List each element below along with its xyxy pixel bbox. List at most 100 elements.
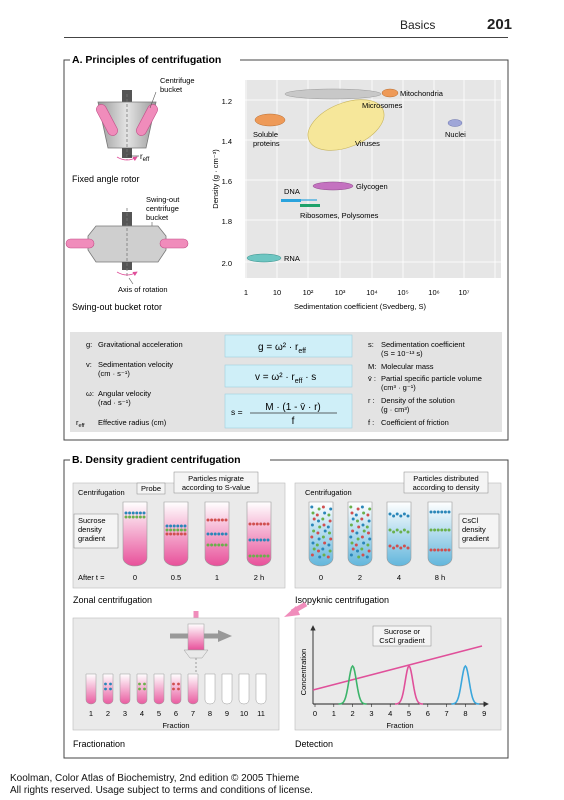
- iso-particle-1-8: [351, 517, 355, 521]
- dna-region: [281, 199, 301, 202]
- cscl-label-2: density: [462, 525, 486, 534]
- fixed-angle-rotor: Centrifuge bucket reff Fixed angle rotor: [72, 76, 195, 184]
- sucrose-callout: [73, 513, 119, 549]
- fraction-particle-2-3: [109, 687, 112, 691]
- rotor1-shaft-bottom: [122, 148, 132, 158]
- iso-particle-0-22: [321, 535, 325, 539]
- zonal-particle-2-0-3: [217, 518, 221, 522]
- fraction-tick-11: 11: [257, 709, 265, 718]
- iso-particle-0-28: [312, 547, 316, 551]
- iso-particle-3-0-3: [440, 510, 444, 514]
- iso-particle-3-2-1: [433, 548, 437, 552]
- zonal-after-label: After t =: [78, 573, 105, 582]
- iso-particle-1-17: [355, 531, 359, 535]
- iso-particle-2-2-2: [395, 544, 399, 548]
- iso-particle-0-34: [322, 553, 326, 557]
- zonal-particle-3-0-4: [262, 522, 266, 526]
- fraction-tube-1: [85, 673, 97, 705]
- zonal-particle-1-0-4: [179, 524, 183, 528]
- rotor1-bucket-left: [96, 104, 118, 136]
- fraction-tube-8: [204, 673, 216, 705]
- zonal-panel: Centrifugation Probe Particles migrate a…: [72, 471, 286, 605]
- zonal-particle-0-1-1: [128, 515, 132, 519]
- iso-particle-3-0-1: [433, 510, 437, 514]
- iso-particle-0-20: [310, 535, 314, 539]
- iso-particle-0-18: [323, 529, 327, 533]
- rotor2-axis-label: Axis of rotation: [118, 285, 168, 294]
- iso-particle-1-33: [357, 555, 361, 559]
- zonal-particle-2-2-4: [220, 543, 224, 547]
- iso-particle-1-1: [356, 507, 360, 511]
- label-soluble-2: proteins: [253, 139, 280, 148]
- zonal-particle-3-0-2: [255, 522, 259, 526]
- iso-particle-2-1-5: [406, 530, 410, 534]
- iso-particle-0-26: [323, 541, 327, 545]
- fraction-tick-4: 4: [140, 709, 144, 718]
- section-b-title: B. Density gradient centrifugation: [72, 454, 241, 466]
- fraction-particle-6-1: [177, 682, 180, 686]
- section-b-frame: [63, 459, 509, 759]
- iso-particle-3-0-5: [447, 510, 451, 514]
- density-plot: 1.2 1.4 1.6 1.8 2.0 Density (g · cm⁻³) 1…: [211, 80, 501, 311]
- fraction-tick-2: 2: [106, 709, 110, 718]
- iso-particle-0-0: [310, 505, 314, 509]
- viruses-region: [307, 99, 385, 151]
- zonal-particle-2-0-2: [213, 518, 217, 522]
- xtick-1: 1: [244, 288, 248, 297]
- xtick-3: 10²: [303, 288, 314, 297]
- iso-particle-3-0-2: [436, 510, 440, 514]
- zonal-particle-1-0-5: [183, 524, 187, 528]
- formula-2: v = ω² · reff · s: [255, 372, 316, 385]
- fraction-tube-11: [255, 673, 267, 705]
- zonal-particle-3-0-3: [259, 522, 263, 526]
- iso-particle-2-2-5: [406, 546, 410, 550]
- swing-out-rotor: Swing-out centrifuge bucket Axis of rota…: [65, 195, 189, 312]
- detection-caption: Detection: [295, 739, 333, 749]
- vbar-symbol: v̄ :: [368, 374, 376, 383]
- fraction-particle-2-1: [109, 682, 112, 686]
- zonal-particle-2-0-5: [224, 518, 228, 522]
- detection-tick-4: 4: [388, 709, 392, 718]
- iso-particle-3-1-1: [433, 528, 437, 532]
- iso-particle-0-21: [317, 537, 321, 541]
- label-glycogen: Glycogen: [356, 182, 388, 191]
- formula-3-den: f: [292, 416, 295, 427]
- iso-particle-1-32: [349, 553, 353, 557]
- iso-particle-2-2-3: [399, 546, 403, 550]
- iso-particle-0-1: [317, 507, 321, 511]
- fraction-particle-4-2: [138, 687, 141, 691]
- iso-particle-2-0-0: [388, 512, 392, 516]
- zonal-particle-1-2-5: [183, 532, 187, 536]
- detection-tick-6: 6: [426, 709, 430, 718]
- rotor2-caption: Swing-out bucket rotor: [72, 302, 162, 312]
- zonal-particle-0-1-5: [142, 515, 146, 519]
- dna-region-tail: [301, 199, 317, 201]
- iso-particle-1-9: [356, 519, 359, 523]
- zonal-particle-1-2-3: [176, 532, 180, 536]
- zonal-particle-2-2-5: [224, 543, 228, 547]
- iso-tube-2: [386, 501, 412, 567]
- zonal-particle-2-1-4: [220, 532, 224, 536]
- formula-3-lhs: s =: [231, 407, 243, 417]
- zonal-particle-3-2-1: [252, 554, 256, 558]
- zonal-particle-3-1-3: [259, 538, 263, 542]
- distributed-label-2: according to density: [413, 483, 480, 492]
- zonal-particle-2-1-2: [213, 532, 217, 536]
- flow-arrow-head: [218, 630, 232, 642]
- detection-tick-1: 1: [332, 709, 336, 718]
- ytick-4: 1.8: [222, 217, 232, 226]
- ytick-5: 2.0: [222, 259, 232, 268]
- iso-particle-0-9: [317, 519, 320, 523]
- detection-ticks: 0 1 2 3 4 5 6 7 8 9: [313, 704, 486, 718]
- ribosomes-region: [300, 204, 320, 207]
- label-soluble-1: Soluble: [253, 130, 278, 139]
- iso-particle-0-4: [311, 511, 315, 515]
- iso-particle-1-29: [356, 549, 359, 553]
- zonal-particle-2-1-1: [210, 532, 214, 536]
- iso-particle-0-2: [321, 505, 325, 509]
- cscl-label-3: gradient: [462, 534, 490, 543]
- v-text-1: Sedimentation velocity: [98, 360, 173, 369]
- zonal-particle-2-0-1: [210, 518, 214, 522]
- zonal-particle-0-1-4: [138, 515, 142, 519]
